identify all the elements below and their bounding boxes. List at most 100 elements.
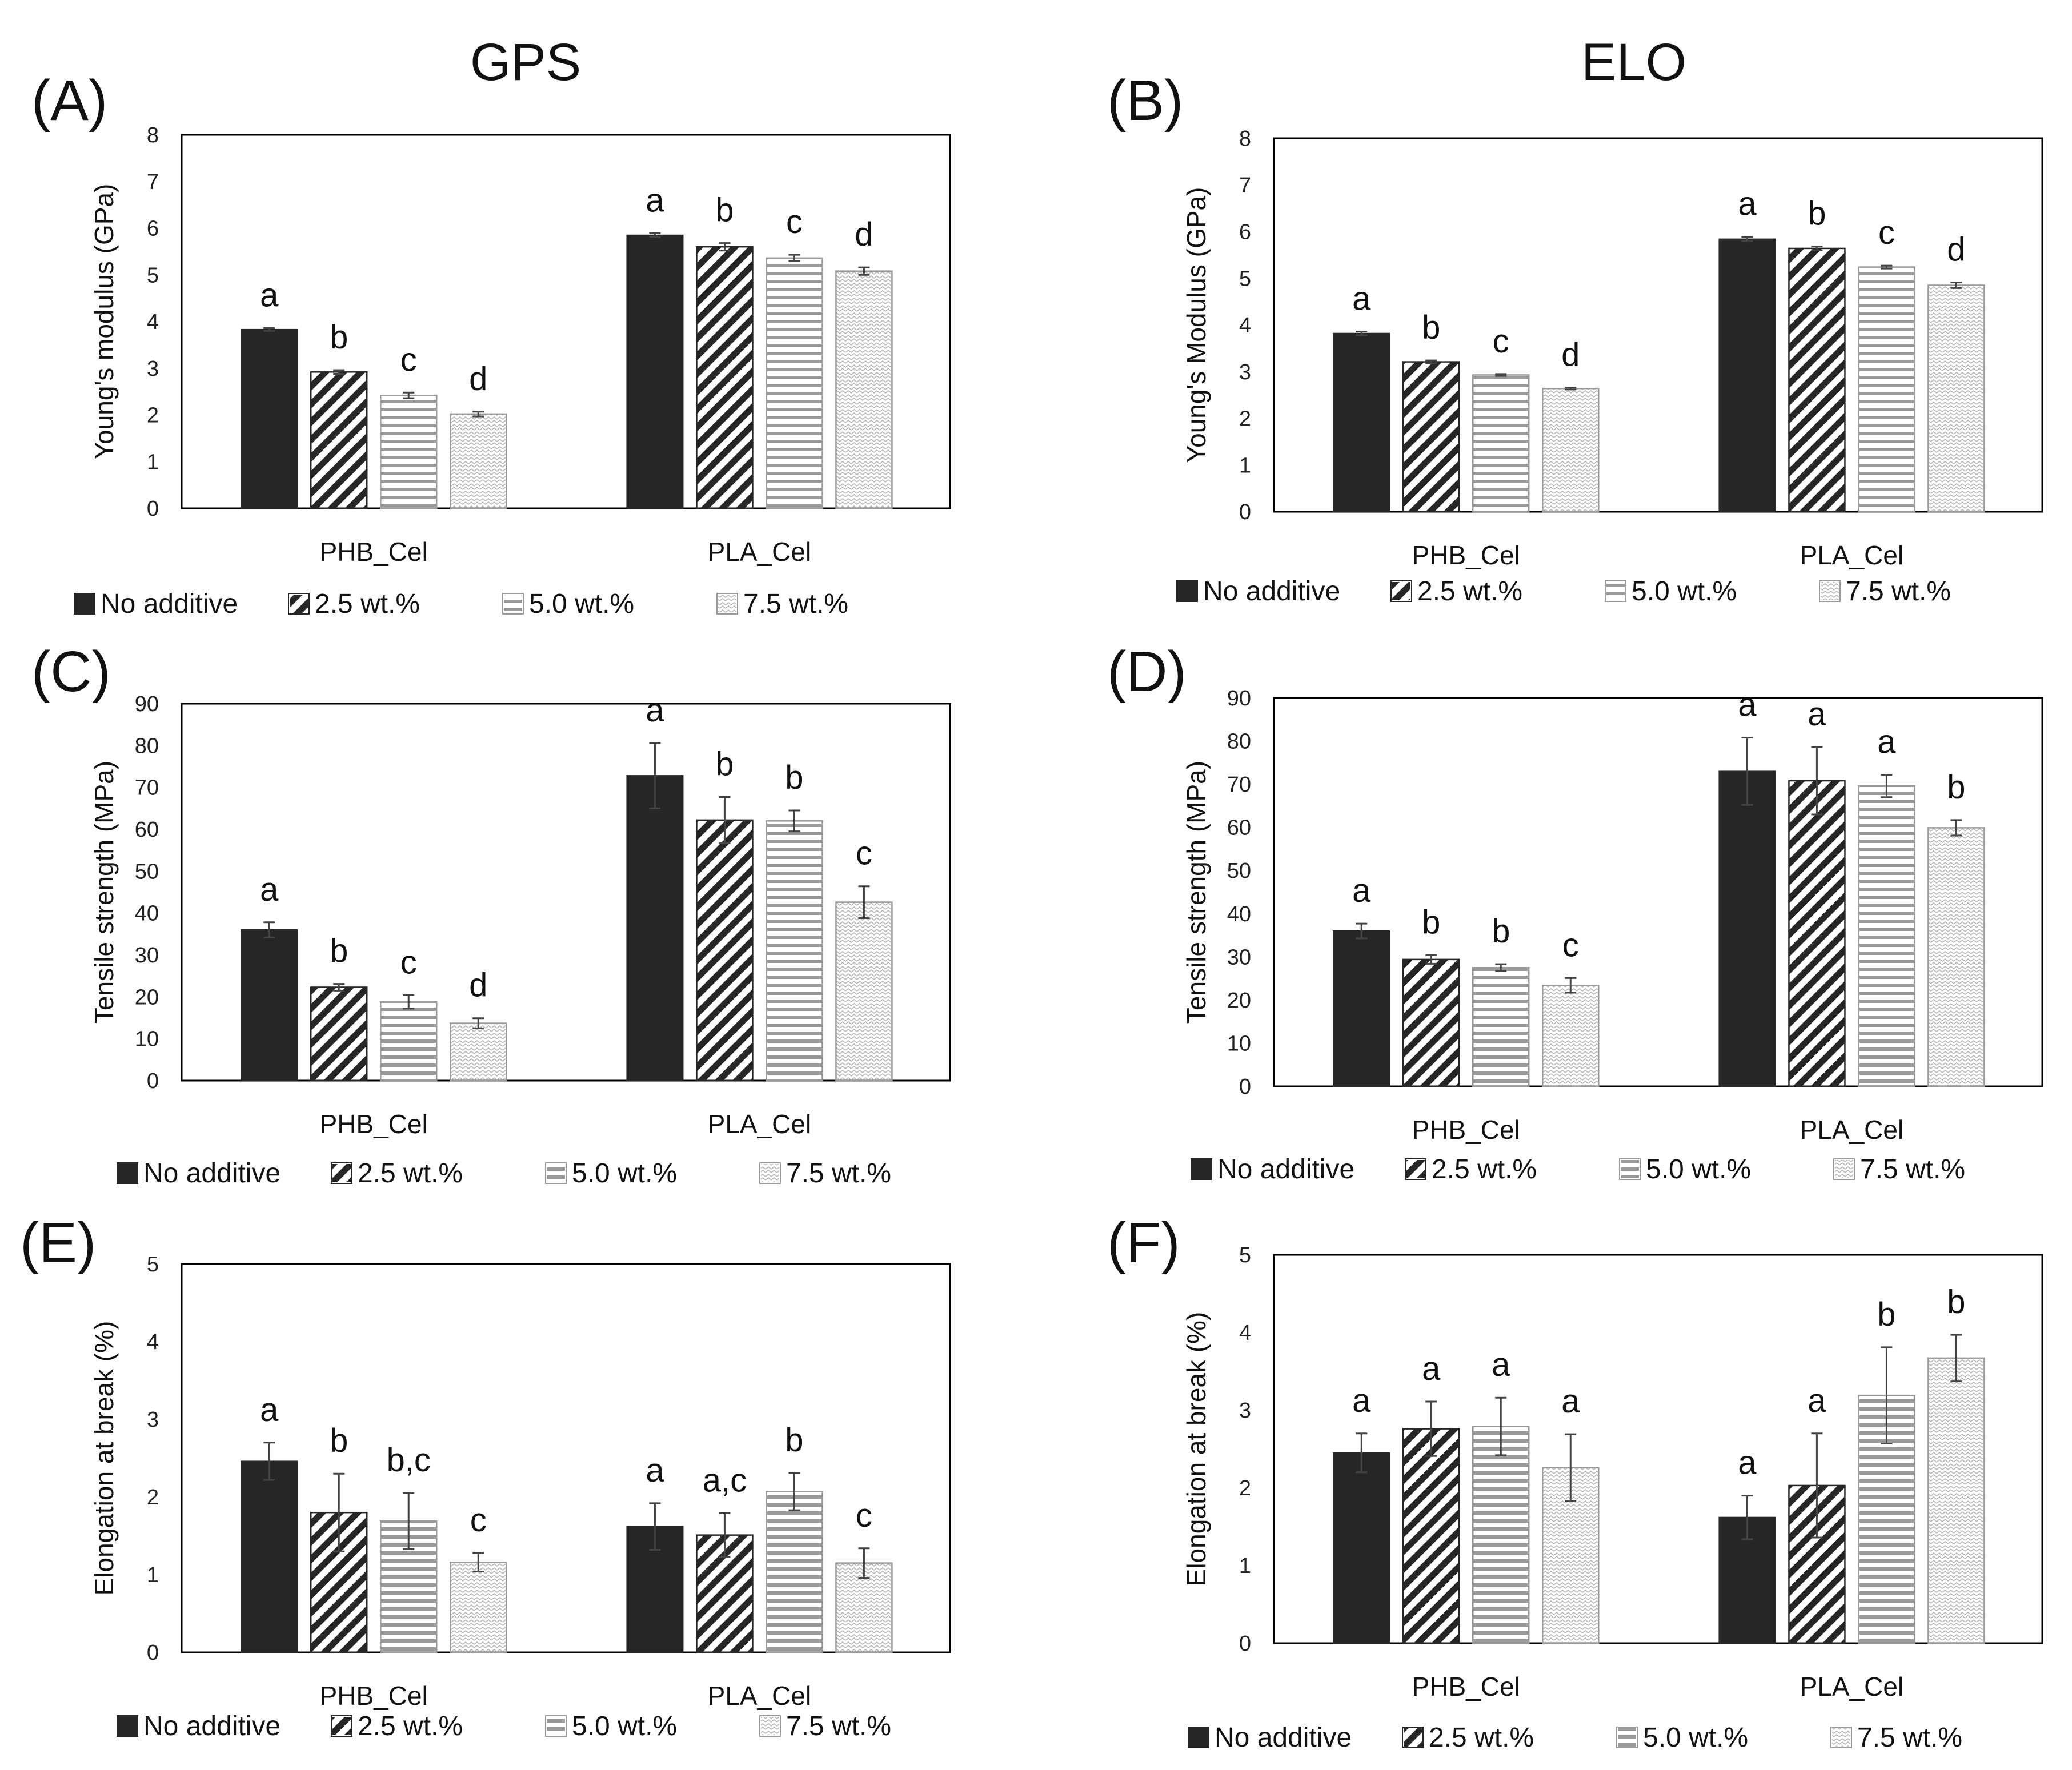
legend-swatch-pattern — [761, 1717, 779, 1735]
legend-swatch-pattern — [1835, 1160, 1853, 1178]
y-tick-label: 0 — [1239, 1632, 1251, 1656]
y-tick-label: 90 — [1227, 687, 1251, 711]
legend-label: 2.5 wt.% — [1432, 1154, 1537, 1185]
bar — [1402, 958, 1460, 1087]
bar — [310, 371, 368, 509]
legend-label: 7.5 wt.% — [1857, 1723, 1962, 1753]
y-tick-label: 7 — [147, 170, 159, 194]
y-tick-label: 10 — [1227, 1032, 1251, 1055]
significance-letter: a — [260, 1391, 279, 1428]
significance-letter: c — [856, 835, 872, 872]
y-tick-label: 1 — [1239, 453, 1251, 477]
legend-swatch-pattern — [1406, 1160, 1425, 1178]
y-tick-label: 3 — [1239, 360, 1251, 384]
y-tick-label: 80 — [135, 734, 159, 758]
x-tick-label: PHB_Cel — [320, 1109, 428, 1139]
legend-label: 5.0 wt.% — [1646, 1154, 1751, 1185]
y-tick-label: 2 — [1239, 1476, 1251, 1500]
y-tick-label: 8 — [1239, 127, 1251, 151]
significance-letter: a — [1561, 1383, 1580, 1420]
significance-letter: a — [1877, 723, 1896, 760]
significance-letter: b — [330, 933, 348, 970]
y-tick-label: 10 — [135, 1028, 159, 1051]
bar — [1333, 930, 1390, 1087]
legend-swatch — [1191, 1158, 1212, 1180]
chart-panel-e: (E) 0 1 2 3 4 5 Elongation at break (%) PHB_Cel a… — [20, 1211, 951, 1741]
legend-swatch-pattern — [1832, 1728, 1850, 1747]
y-tick-label: 0 — [147, 497, 159, 521]
bar — [696, 246, 754, 509]
bar — [1333, 332, 1390, 513]
y-tick-label: 80 — [1227, 730, 1251, 754]
significance-letter: c — [470, 1502, 487, 1539]
y-tick-label: 4 — [147, 1330, 159, 1354]
y-tick-label: 5 — [1239, 267, 1251, 291]
y-tick-label: 1 — [147, 450, 159, 474]
bar — [1472, 374, 1530, 513]
legend-swatch-pattern — [547, 1717, 565, 1735]
significance-letter: c — [400, 944, 417, 981]
legend-label: 7.5 wt.% — [743, 589, 848, 619]
significance-letter: a — [1808, 696, 1826, 733]
x-tick-label: PLA_Cel — [708, 1681, 812, 1711]
bar — [626, 775, 684, 1081]
significance-letter: b — [715, 746, 734, 783]
column-title-gps: GPS — [470, 33, 581, 91]
significance-letter: a — [1738, 185, 1757, 222]
legend-swatch-pattern — [761, 1164, 779, 1182]
significance-letter: c — [1878, 214, 1895, 251]
bar — [1927, 1357, 1985, 1644]
significance-letter: d — [1561, 336, 1580, 374]
bar — [380, 1001, 438, 1082]
legend-swatch-pattern — [504, 595, 522, 613]
bar — [380, 1520, 438, 1653]
x-tick-label: PLA_Cel — [1800, 1115, 1904, 1145]
bar — [626, 234, 684, 509]
legend-swatch-pattern — [547, 1164, 565, 1182]
significance-letter: a — [1808, 1382, 1826, 1419]
legend-label: No additive — [1217, 1154, 1354, 1185]
bar — [835, 901, 893, 1082]
significance-letter: c — [400, 341, 417, 378]
bar — [380, 394, 438, 509]
plot-frame — [181, 1263, 951, 1653]
y-tick-label: 4 — [1239, 1321, 1251, 1345]
legend-swatch-pattern — [1392, 582, 1410, 600]
legend-label: 5.0 wt.% — [1643, 1723, 1748, 1753]
significance-letter: b — [715, 192, 734, 229]
bar — [1402, 1428, 1460, 1644]
significance-letter: d — [1947, 231, 1965, 268]
panel-label: (A) — [31, 69, 107, 133]
chart-panel-c: (C) 0 10 20 30 40 50 60 70 80 90 Tensile strength (… — [31, 640, 951, 1189]
legend-swatch — [117, 1715, 138, 1737]
legend-swatch-pattern — [1621, 1160, 1639, 1178]
bar — [1718, 770, 1776, 1087]
legend-swatch — [117, 1162, 138, 1184]
legend-label: 7.5 wt.% — [1846, 576, 1951, 607]
y-tick-label: 5 — [147, 1253, 159, 1277]
legend-swatch-pattern — [1821, 582, 1839, 600]
significance-letter: d — [469, 360, 487, 398]
significance-letter: b — [1422, 904, 1440, 941]
y-tick-label: 20 — [135, 985, 159, 1009]
y-axis-label: Elongation at break (%) — [1181, 1312, 1211, 1587]
bar — [241, 328, 298, 509]
y-tick-label: 20 — [1227, 989, 1251, 1013]
significance-letter: a — [646, 1452, 664, 1489]
bar — [766, 820, 823, 1082]
plot-frame — [1273, 697, 2043, 1087]
significance-letter: b — [1947, 1283, 1965, 1321]
bar — [1542, 984, 1600, 1087]
significance-letter: b — [1947, 769, 1965, 806]
legend-label: 2.5 wt.% — [1417, 576, 1522, 607]
significance-letter: a,c — [703, 1462, 747, 1499]
y-tick-label: 6 — [147, 217, 159, 241]
y-tick-label: 3 — [147, 357, 159, 381]
significance-letter: a — [260, 871, 279, 908]
bar — [1472, 1426, 1530, 1644]
bar — [450, 1561, 507, 1653]
bar — [1472, 966, 1530, 1087]
x-tick-label: PLA_Cel — [708, 1109, 812, 1139]
bar — [1718, 238, 1776, 512]
significance-letter: d — [469, 967, 487, 1004]
